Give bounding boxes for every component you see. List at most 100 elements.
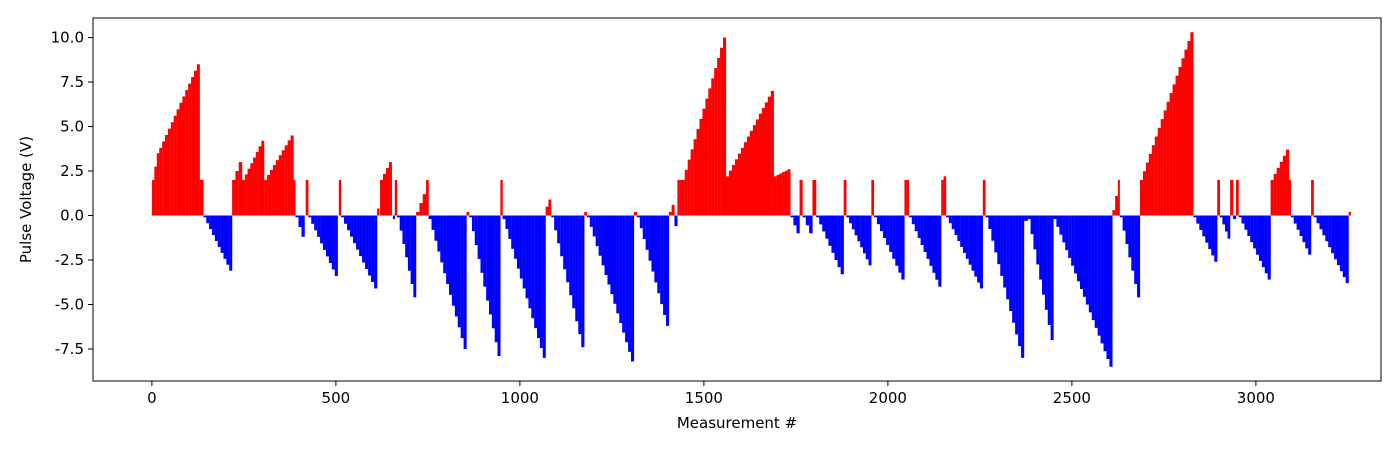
bar-58-14: [1181, 58, 1185, 216]
bar-48-1: [943, 176, 947, 216]
bar-3-0: [203, 215, 207, 218]
bar-45-7: [895, 215, 899, 266]
bar-20-7: [449, 215, 453, 295]
bar-45-1: [876, 215, 881, 225]
bar-30-4: [648, 215, 652, 261]
bar-1-6: [176, 109, 180, 216]
bar-60-0: [1217, 179, 1220, 216]
bar-36-1: [776, 174, 780, 216]
bar-6-3: [272, 165, 277, 216]
bar-47-7: [929, 215, 933, 266]
bar-34-13: [720, 47, 724, 216]
bar-2-0: [199, 179, 204, 216]
y-tick-label: 10.0: [51, 29, 84, 47]
bar-35-11: [758, 113, 762, 216]
bar-28-13: [625, 215, 629, 343]
bar-22-8: [491, 215, 495, 329]
bar-61-3: [1227, 215, 1231, 239]
bar-70-1: [1316, 215, 1320, 224]
bar-35-12: [761, 108, 765, 216]
bar-43-8: [868, 215, 872, 266]
bar-8-0: [295, 215, 299, 218]
bar-30-9: [663, 215, 667, 315]
bar-50-0: [982, 179, 986, 216]
bar-54-10: [1082, 215, 1087, 297]
bar-24-0: [502, 215, 506, 220]
bar-46-1: [906, 179, 910, 216]
y-tick-label: -7.5: [55, 340, 84, 358]
y-axis: -7.5 -5.0 -2.5 0.0 2.5 5.0 7.5 10.0: [51, 29, 93, 358]
bar-1-11: [191, 77, 195, 216]
bar-59-6: [1211, 215, 1215, 256]
bar-36-4: [784, 170, 788, 216]
bar-20-3: [437, 215, 441, 252]
bar-28-11: [619, 215, 623, 323]
bar-3-9: [229, 215, 233, 271]
bar-36-2: [779, 173, 783, 216]
bar-22-6: [486, 215, 490, 301]
bar-24-2: [508, 215, 512, 239]
bar-3-7: [223, 215, 227, 259]
bar-33-1: [679, 179, 682, 216]
bar-43-7: [865, 215, 869, 260]
bar-20-6: [446, 215, 450, 285]
bar-30-8: [660, 215, 664, 305]
bar-58-3: [1148, 153, 1152, 216]
bar-70-10: [1342, 215, 1346, 278]
bar-20-9: [454, 215, 458, 317]
bar-28-0: [586, 215, 590, 218]
bar-43-1: [849, 215, 853, 224]
bar-49-6: [963, 215, 966, 253]
bar-35-5: [740, 147, 745, 216]
bar-41-6: [834, 215, 838, 260]
bar-53-8: [1050, 215, 1054, 341]
bar-0-0: [151, 179, 155, 216]
bar-31-1: [671, 204, 675, 216]
bar-59-1: [1196, 215, 1200, 224]
bar-65-9: [1264, 215, 1268, 274]
bar-70-4: [1325, 215, 1329, 242]
bar-65-10: [1267, 215, 1271, 280]
bar-28-3: [595, 215, 599, 247]
bar-25-1: [548, 199, 552, 216]
bar-4-2: [238, 162, 243, 216]
bar-30-7: [657, 215, 661, 294]
bar-68-3: [1299, 215, 1303, 236]
bar-24-1: [505, 215, 509, 229]
bar-55-0: [1112, 210, 1116, 216]
bar-49-10: [974, 215, 978, 277]
bar-28-6: [604, 215, 608, 275]
x-tick-label: 0: [147, 389, 157, 407]
bar-22-2: [474, 215, 478, 246]
bar-32-0: [674, 215, 678, 227]
bar-52-0: [1024, 215, 1028, 221]
x-axis-title: Measurement #: [677, 414, 797, 432]
bar-47-9: [935, 215, 939, 280]
bar-58-4: [1151, 145, 1155, 216]
bar-5-4: [253, 157, 256, 216]
bar-65-7: [1258, 215, 1263, 261]
bar-49-2: [951, 215, 955, 230]
bar-57-6: [1137, 215, 1141, 298]
bar-28-14: [628, 215, 632, 352]
bar-51-0: [985, 215, 989, 218]
bar-6-4: [275, 160, 279, 216]
bar-6-7: [284, 145, 288, 216]
bar-34-11: [714, 68, 718, 216]
y-tick-label: 5.0: [60, 118, 84, 136]
bar-11-0: [338, 179, 342, 216]
bar-66-4: [1282, 155, 1287, 216]
bar-47-2: [914, 215, 918, 232]
bar-5-1: [244, 174, 248, 216]
bar-34-3: [690, 149, 694, 216]
bar-65-1: [1241, 215, 1245, 224]
bar-65-4: [1250, 215, 1254, 243]
bar-22-1: [471, 215, 475, 232]
bar-49-4: [957, 215, 961, 242]
bar-54-18: [1106, 215, 1110, 359]
bar-54-0: [1053, 215, 1057, 220]
bar-49-0: [946, 215, 949, 218]
bar-35-6: [743, 142, 748, 216]
bar-53-4: [1039, 215, 1043, 280]
